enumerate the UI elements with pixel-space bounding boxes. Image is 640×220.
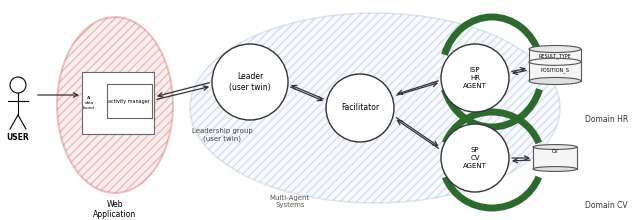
Circle shape [212, 44, 288, 120]
Ellipse shape [190, 13, 560, 203]
Text: POSITION_S: POSITION_S [541, 67, 570, 73]
Text: RESULT_TYPE: RESULT_TYPE [539, 53, 572, 59]
Text: activity manager: activity manager [108, 99, 150, 103]
Text: SP
CV
AGENT: SP CV AGENT [463, 147, 487, 169]
Text: Leader
(user twin): Leader (user twin) [229, 72, 271, 92]
Text: ISP
HR
AGENT: ISP HR AGENT [463, 68, 487, 88]
Circle shape [326, 74, 394, 142]
Text: Facilitator: Facilitator [341, 103, 379, 112]
Text: CV: CV [552, 149, 558, 154]
Circle shape [10, 77, 26, 93]
Ellipse shape [57, 17, 173, 193]
Text: Leadership group
(user twin): Leadership group (user twin) [191, 128, 252, 141]
Bar [529, 49, 581, 81]
Ellipse shape [529, 58, 581, 65]
Text: Domain HR: Domain HR [585, 116, 628, 125]
Text: USER: USER [6, 133, 29, 142]
Ellipse shape [529, 77, 581, 84]
Ellipse shape [533, 145, 577, 149]
Ellipse shape [529, 46, 581, 53]
Ellipse shape [533, 167, 577, 171]
Circle shape [441, 124, 509, 192]
Text: Web
Application
(channel): Web Application (channel) [93, 200, 136, 220]
Text: Multi-Agent
Systems: Multi-Agent Systems [270, 195, 310, 208]
Bar [107, 84, 152, 118]
Circle shape [441, 44, 509, 112]
Bar [533, 147, 577, 169]
Bar [82, 72, 154, 134]
Text: Domain CV: Domain CV [586, 200, 628, 209]
Text: AI
data
found: AI data found [83, 96, 95, 110]
